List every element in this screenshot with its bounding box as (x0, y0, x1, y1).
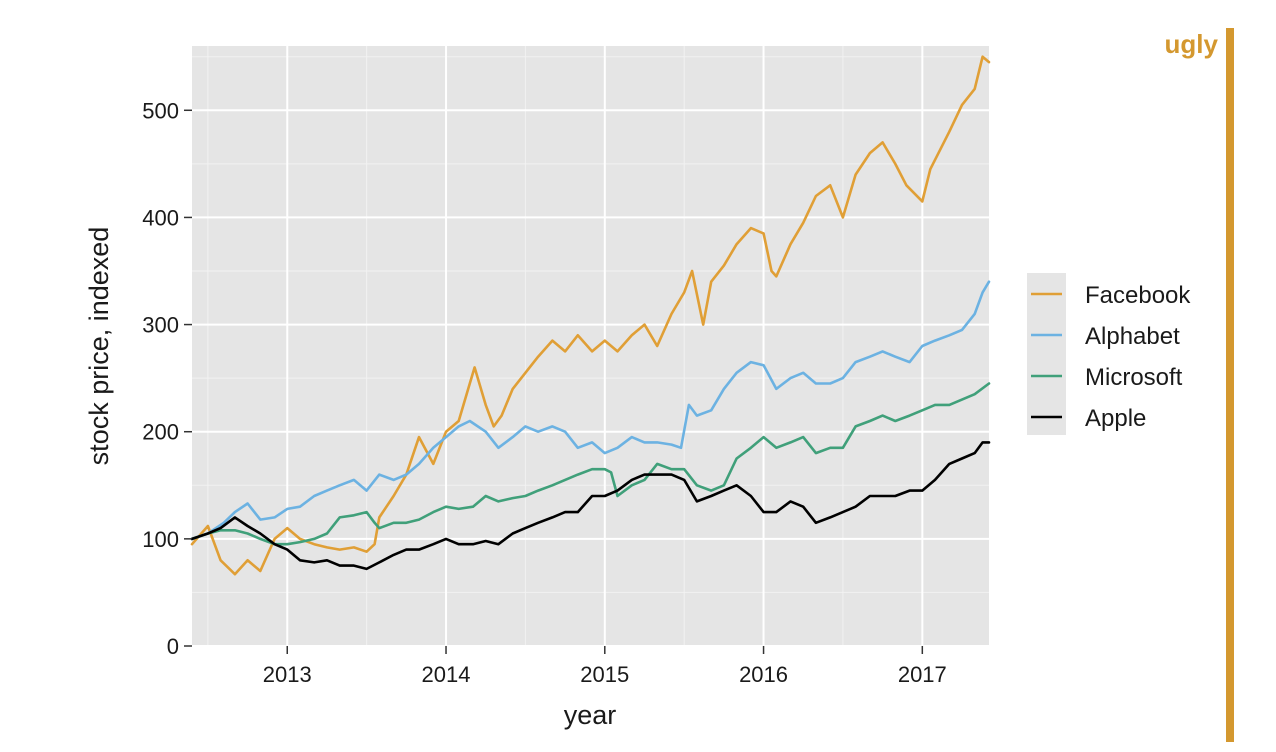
legend-label-microsoft: Microsoft (1085, 364, 1183, 391)
series-line-apple (190, 441, 991, 571)
x-tick-label: 2017 (898, 662, 947, 687)
legend: Facebook Alphabet Microsoft Apple (1027, 273, 1191, 435)
y-tick-label: 500 (142, 98, 179, 123)
series-line-microsoft (190, 382, 991, 546)
legend-key-background (1027, 273, 1066, 435)
legend-label-apple: Apple (1085, 405, 1146, 432)
x-tick-label: 2013 (263, 662, 312, 687)
major-gridlines (192, 46, 989, 647)
y-axis-title: stock price, indexed (84, 227, 114, 466)
y-tick-label: 300 (142, 313, 179, 338)
series-line-alphabet (190, 280, 991, 541)
x-tick-label: 2016 (739, 662, 788, 687)
legend-label-alphabet: Alphabet (1085, 323, 1180, 350)
y-axis: 0 100 200 300 400 500 (142, 98, 192, 659)
series-lines (190, 55, 991, 576)
y-tick-label: 200 (142, 420, 179, 445)
x-tick-label: 2015 (580, 662, 629, 687)
x-axis: 2013 2014 2015 2016 2017 (263, 646, 947, 687)
x-tick-label: 2014 (422, 662, 471, 687)
y-tick-label: 0 (167, 634, 179, 659)
plot-panel (192, 46, 989, 646)
legend-label-facebook: Facebook (1085, 282, 1191, 309)
minor-gridlines (192, 46, 989, 646)
x-axis-title: year (564, 700, 617, 730)
ugly-badge: ugly (1165, 28, 1234, 742)
y-tick-label: 400 (142, 205, 179, 230)
badge-label: ugly (1165, 29, 1219, 59)
y-tick-label: 100 (142, 527, 179, 552)
series-line-facebook (190, 55, 991, 576)
badge-bar (1226, 28, 1234, 742)
